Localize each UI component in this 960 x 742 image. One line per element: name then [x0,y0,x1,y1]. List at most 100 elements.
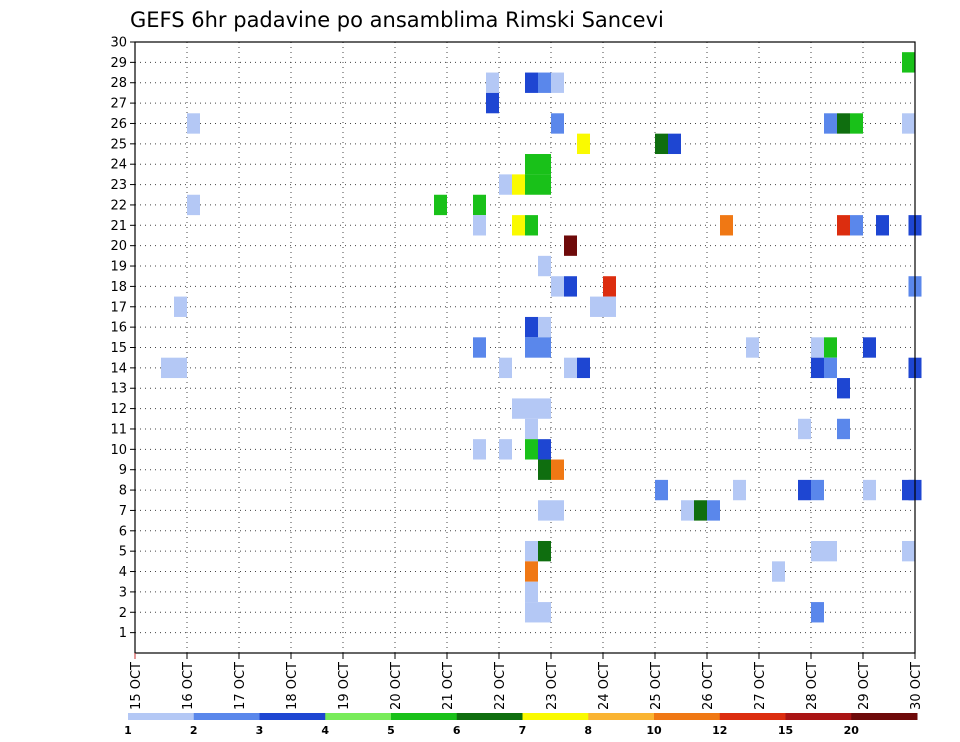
y-tick-label: 29 [110,56,127,71]
heatmap-cell [525,215,538,236]
heatmap-cell [538,316,551,338]
y-tick-label: 12 [110,402,127,417]
heatmap-cell [668,133,681,155]
heatmap-cell [538,540,551,562]
heatmap-cell [174,357,187,379]
heatmap-cell [863,337,876,358]
y-tick-label: 4 [119,565,127,580]
y-tick-label: 22 [110,198,127,213]
heatmap-cell [512,215,525,236]
x-tick-label: 26 OCT [701,662,716,710]
heatmap-cell [499,439,512,460]
colorbar-label: 20 [844,724,860,737]
heatmap-cell [538,255,551,277]
y-tick-label: 24 [110,158,127,173]
y-tick-label: 26 [110,117,127,132]
x-axis-ticks: 15 OCT 16 OCT 17 OCT 18 OCT 19 OCT 20 OCT 21 O… [129,653,924,710]
heatmap-cell [603,296,616,317]
heatmap-cell [486,92,499,114]
colorbar-segment [128,713,195,720]
heatmap-cell [525,581,538,603]
heatmap-cell [187,113,200,134]
heatmap-cell [538,174,551,195]
heatmap-cell [837,418,850,440]
x-tick-label: 17 OCT [233,662,248,710]
colorbar-label: 12 [712,724,727,737]
heatmap-cell [824,357,837,379]
heatmap-cell [694,500,707,521]
heatmap-cell [863,479,876,501]
heatmap-cell [837,113,850,134]
heatmap-cell [499,174,512,195]
x-tick-label: 30 OCT [909,662,924,710]
heatmap-cell [733,479,746,501]
colorbar: 1 2 3 4 5 6 7 8 10 12 15 20 [124,713,918,737]
heatmap-cell [434,194,447,216]
heatmap-cells [161,52,922,623]
y-tick-label: 16 [110,321,127,336]
colorbar-segment [325,713,392,720]
colorbar-label: 5 [387,724,395,737]
y-tick-label: 8 [119,484,127,499]
heatmap-cell [876,215,889,236]
y-tick-label: 18 [110,280,127,295]
heatmap-cell [811,540,824,562]
colorbar-segment [588,713,655,720]
heatmap-cell [473,215,486,236]
y-tick-label: 25 [110,137,127,152]
heatmap-cell [525,398,538,419]
heatmap-cell [473,337,486,358]
heatmap-cell [512,398,525,419]
heatmap-cell [161,357,174,379]
y-tick-label: 5 [119,545,127,560]
y-tick-label: 30 [110,36,127,51]
x-tick-label: 23 OCT [545,662,560,710]
heatmap-cell [525,540,538,562]
heatmap-cell [538,337,551,358]
colorbar-label: 10 [646,724,662,737]
heatmap-cell [538,154,551,175]
colorbar-segment [259,713,326,720]
heatmap-cell [538,398,551,419]
heatmap-cell [187,194,200,216]
colorbar-segment [456,713,523,720]
x-tick-label: 21 OCT [441,662,456,710]
heatmap-cell [811,479,824,501]
x-tick-label: 24 OCT [597,662,612,710]
heatmap-cell [551,72,564,93]
heatmap-cell [811,337,824,358]
heatmap-cell [525,337,538,358]
heatmap-cell [824,540,837,562]
y-tick-label: 1 [119,626,127,641]
heatmap-cell [551,113,564,134]
heatmap-cell [525,72,538,93]
heatmap-cell [538,500,551,521]
heatmap-cell [525,561,538,582]
colorbar-label: 1 [124,724,132,737]
heatmap-cell [538,72,551,93]
chart-title: GEFS 6hr padavine po ansamblima Rimski S… [130,8,664,32]
x-tick-label: 16 OCT [181,662,196,710]
colorbar-segment [654,713,721,720]
heatmap-cell [525,439,538,460]
heatmap-cell [538,459,551,480]
heatmap-cell [811,602,824,623]
heatmap-cell [499,357,512,379]
heatmap-cell [798,479,811,501]
y-tick-label: 28 [110,76,127,91]
y-tick-label: 14 [110,361,127,376]
colorbar-segment [785,713,852,720]
x-tick-label: 27 OCT [753,662,768,710]
heatmap-cell [525,174,538,195]
heatmap-cell [577,133,590,155]
colorbar-label: 2 [190,724,198,737]
heatmap-cell [824,337,837,358]
heatmap-cell [473,439,486,460]
heatmap-cell [525,602,538,623]
heatmap-cell [551,276,564,297]
heatmap-cell [525,154,538,175]
heatmap-cell [174,296,187,317]
y-axis-ticks: 1234567891011121314151617181920212223242… [110,36,135,641]
y-tick-label: 10 [110,443,127,458]
heatmap-cell [525,316,538,338]
